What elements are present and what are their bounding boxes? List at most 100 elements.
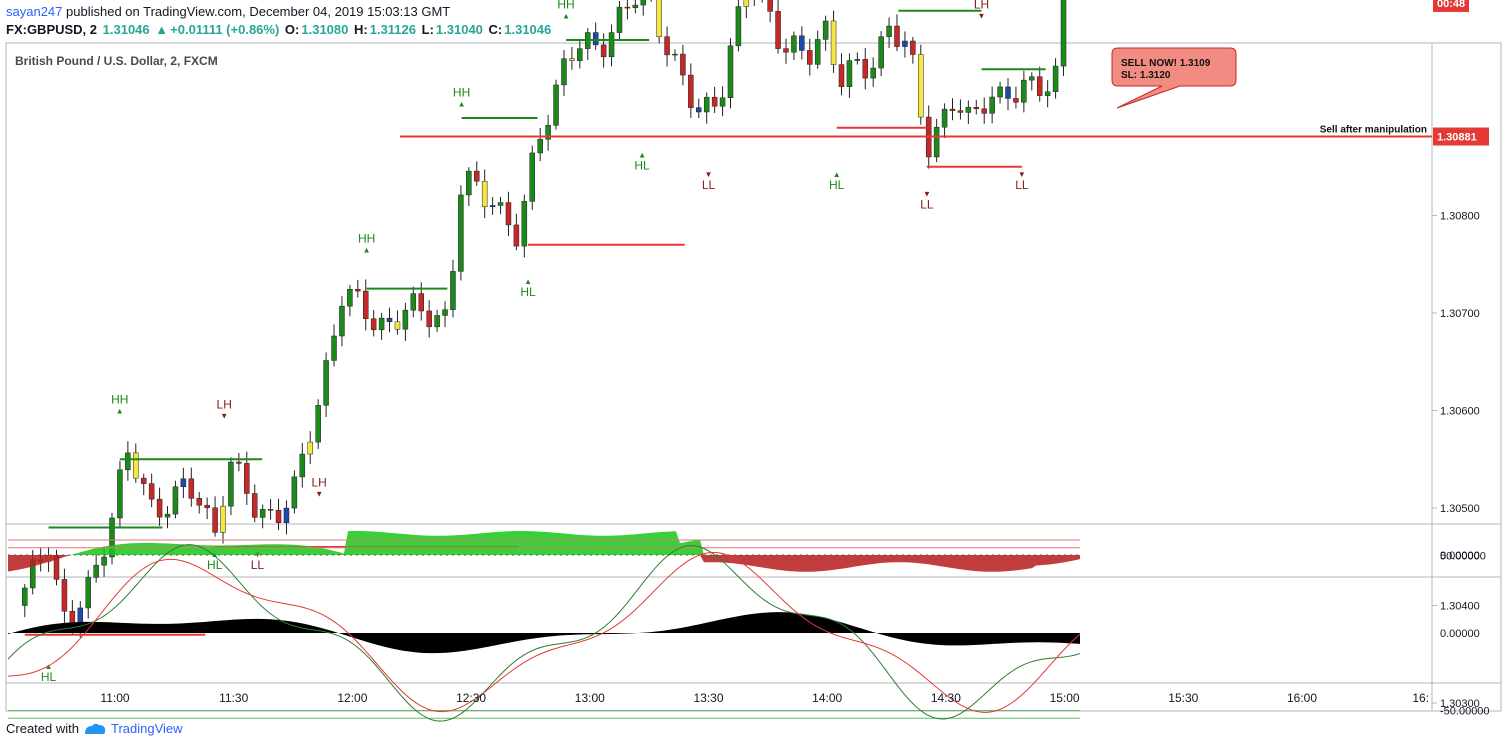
candle-body (886, 25, 892, 37)
publish-info: published on TradingView.com, December 0… (66, 4, 451, 19)
footer-brand-link[interactable]: TradingView (110, 721, 183, 736)
swing-arrow-icon: ▼ (923, 189, 931, 198)
candle-body (918, 54, 924, 118)
low-label: L: (421, 22, 434, 37)
candle-body (902, 40, 908, 47)
up-arrow-icon: ▲ (155, 22, 169, 37)
candle-body (688, 74, 694, 108)
candle-body (299, 453, 306, 478)
candle-body (283, 507, 290, 524)
candle-body (204, 504, 210, 509)
candle-body (323, 360, 329, 406)
swing-label: HL (41, 670, 57, 684)
candle-body (561, 58, 567, 86)
candle-body (259, 509, 266, 518)
candle-body (949, 108, 956, 111)
callout-line2: SL: 1.3120 (1121, 70, 1171, 81)
price-label-text: 1.30881 (1437, 132, 1477, 144)
x-tick-label: 15:00 (1050, 691, 1080, 705)
x-tick-label: 16:00 (1287, 691, 1317, 705)
candle-body (394, 321, 401, 330)
candle-body (711, 96, 718, 107)
candle-body (624, 6, 631, 9)
candle-body (664, 36, 670, 56)
chart-title: British Pound / U.S. Dollar, 2, FXCM (15, 54, 218, 68)
swing-arrow-icon: ▲ (638, 150, 646, 159)
candle-body (188, 478, 195, 499)
candle-body (513, 224, 520, 247)
candle-body (410, 293, 417, 311)
candle-body (275, 509, 282, 524)
candle-body (870, 67, 876, 79)
candle-body (307, 441, 313, 455)
swing-arrow-icon: ▼ (220, 411, 228, 420)
key-level-label: Sell after manipulation (1320, 125, 1427, 136)
candle-body (466, 170, 472, 196)
x-tick-label: 14:00 (812, 691, 842, 705)
candle-body (807, 50, 813, 65)
candle-body (450, 271, 456, 310)
swing-label: HL (634, 158, 650, 172)
candle-body (989, 96, 995, 114)
candle-body (481, 180, 488, 207)
footer: Created with TradingView (6, 721, 183, 736)
swing-label: HL (520, 285, 536, 299)
candle-body (133, 452, 139, 479)
candle-body (93, 564, 99, 578)
swing-arrow-icon: ▲ (363, 246, 371, 255)
candle-body (251, 493, 258, 518)
candle-body (85, 577, 91, 609)
ohlc-header: FX:GBPUSD, 2 1.31046 ▲ +0.01111 (+0.86%) … (6, 22, 553, 37)
candle-body (1013, 98, 1019, 103)
osc1-negative-area (8, 555, 1080, 572)
swing-arrow-icon: ▼ (1018, 170, 1026, 179)
callout-bubble (1111, 47, 1237, 109)
candle-body (236, 461, 242, 464)
candle-body (680, 53, 686, 76)
candle-body (838, 64, 845, 87)
candle-body (973, 106, 980, 110)
candle-body (489, 205, 496, 207)
osc2-y-label: -50.00000 (1440, 706, 1490, 718)
y-tick-label: 1.30300 (1440, 698, 1480, 710)
candle-body (545, 125, 551, 140)
high-value: 1.31126 (369, 22, 416, 37)
osc1-positive-area (8, 531, 1080, 555)
candle-body (458, 194, 464, 272)
candle-body (355, 289, 361, 292)
candle-body (228, 461, 234, 507)
swing-arrow-icon: ▼ (315, 489, 323, 498)
candles (22, 0, 1067, 638)
candle-body (244, 463, 250, 494)
swing-arrow-icon: ▲ (45, 662, 53, 671)
candle-body (600, 44, 607, 58)
x-tick-label: 12:30 (456, 691, 486, 705)
candle-body (672, 53, 678, 56)
candle-body (315, 405, 321, 443)
close-value: 1.31046 (504, 22, 552, 37)
candle-body (61, 579, 68, 612)
candle-body (529, 152, 536, 202)
callout-line1: SELL NOW! 1.3109 (1121, 58, 1211, 69)
author-link[interactable]: sayan247 (6, 4, 63, 19)
symbol-label: FX:GBPUSD, 2 (6, 22, 98, 37)
y-tick-label: 1.30700 (1440, 308, 1480, 320)
osc2-histogram (8, 612, 1080, 654)
change-value: +0.01111 (+0.86%) (170, 22, 280, 37)
candle-body (719, 97, 726, 107)
candle-body (140, 477, 147, 484)
candle-body (799, 35, 805, 51)
candle-body (402, 309, 409, 330)
candle-body (291, 476, 298, 509)
footer-created-with: Created with (6, 721, 79, 736)
candle-body (339, 305, 345, 337)
x-tick-label: 13:30 (693, 691, 723, 705)
candle-body (1021, 79, 1027, 103)
candle-body (521, 201, 528, 247)
candle-body (101, 556, 107, 566)
swing-label: LL (920, 197, 934, 211)
candle-body (822, 20, 829, 40)
candle-body (434, 315, 440, 328)
swing-label: LH (311, 475, 326, 489)
